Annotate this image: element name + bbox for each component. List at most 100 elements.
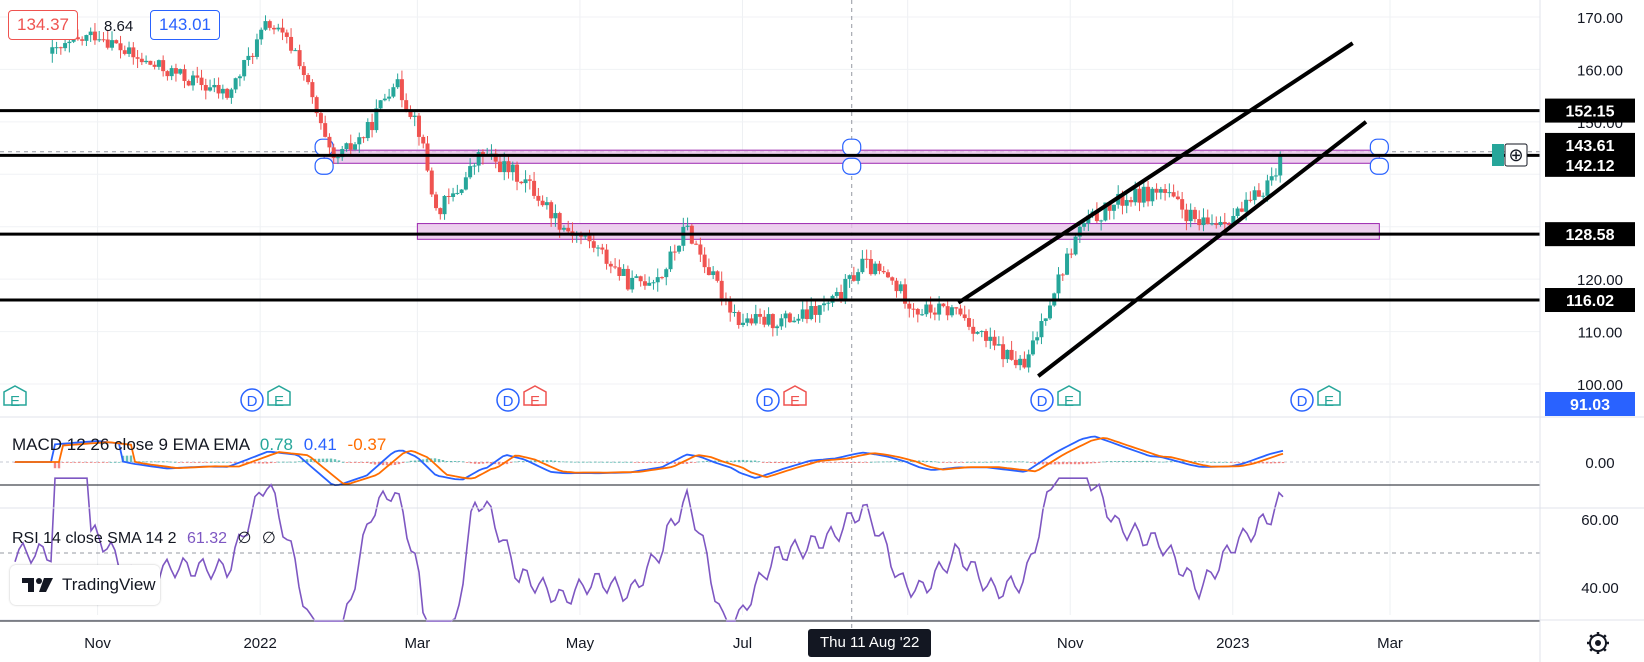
dividend-marker[interactable] xyxy=(240,388,264,412)
macd-histogram-bar xyxy=(1061,462,1065,465)
candle-up xyxy=(1273,175,1278,177)
earnings-marker[interactable] xyxy=(783,385,807,406)
macd-histogram-bar xyxy=(605,461,609,463)
candle-up xyxy=(382,98,387,101)
macd-legend[interactable]: MACD 12 26 close 9 EMA EMA 0.78 0.41 -0.… xyxy=(12,435,386,455)
macd-histogram-bar xyxy=(69,462,73,463)
candle-down xyxy=(1184,209,1189,222)
macd-histogram-bar xyxy=(1205,461,1209,463)
macd-histogram-bar xyxy=(449,461,453,462)
macd-histogram-bar xyxy=(1033,462,1037,464)
zone-handle[interactable] xyxy=(842,138,862,156)
macd-histogram-bar xyxy=(213,461,217,463)
macd-histogram-bar xyxy=(1029,462,1033,463)
macd-histogram-bar xyxy=(1157,461,1161,463)
macd-histogram-bar xyxy=(693,462,697,463)
earnings-marker[interactable] xyxy=(1057,385,1081,406)
zone-handle[interactable] xyxy=(314,157,334,175)
macd-histogram-bar xyxy=(489,462,493,464)
candle-up xyxy=(826,302,831,304)
macd-histogram-bar xyxy=(1269,462,1273,464)
macd-histogram-bar xyxy=(557,461,561,462)
tradingview-logo[interactable]: TradingView xyxy=(10,565,160,605)
macd-histogram-bar xyxy=(837,462,841,463)
zone-handle[interactable] xyxy=(1369,138,1389,156)
macd-histogram-bar xyxy=(305,459,309,462)
add-level-button[interactable] xyxy=(1504,143,1528,167)
candle-down xyxy=(429,170,434,195)
price-axis-label-box xyxy=(1545,392,1635,416)
macd-histogram-bar xyxy=(1229,462,1233,463)
earnings-marker[interactable] xyxy=(523,385,547,406)
macd-histogram-bar xyxy=(105,462,109,463)
macd-histogram-bar xyxy=(933,461,937,463)
candle-up xyxy=(1005,349,1010,360)
candle-down xyxy=(519,181,524,184)
price-axis-label: 91.03 xyxy=(1570,397,1610,414)
bid-price-box[interactable]: 134.37 xyxy=(8,10,78,40)
macd-histogram-bar xyxy=(169,461,173,463)
candle-down xyxy=(267,21,272,28)
candle-down xyxy=(131,47,136,58)
zone-handle[interactable] xyxy=(1369,157,1389,175)
dividend-marker[interactable] xyxy=(756,388,780,412)
macd-histogram-bar xyxy=(529,460,533,462)
earnings-marker-label: E xyxy=(274,393,284,410)
candle-up xyxy=(979,331,984,333)
macd-histogram-bar xyxy=(81,462,85,463)
candle-down xyxy=(698,244,703,255)
gear-icon[interactable] xyxy=(1587,632,1609,654)
candle-down xyxy=(515,164,520,182)
candle-down xyxy=(348,143,353,150)
macd-histogram-bar xyxy=(633,462,637,463)
macd-histogram-bar xyxy=(757,461,761,463)
candle-up xyxy=(796,318,801,321)
macd-histogram-bar xyxy=(293,461,297,463)
candle-up xyxy=(472,165,477,167)
ask-price-box[interactable]: 143.01 xyxy=(150,10,220,40)
dividend-marker[interactable] xyxy=(496,388,520,412)
channel-line[interactable] xyxy=(1037,120,1368,378)
macd-histogram-bar xyxy=(325,458,329,462)
candle-down xyxy=(638,276,643,282)
channel-line[interactable] xyxy=(957,41,1354,305)
candle-down xyxy=(608,263,613,267)
macd-histogram-bar xyxy=(385,462,389,466)
candle-down xyxy=(894,280,899,292)
macd-histogram-bar xyxy=(649,462,653,463)
dividend-marker[interactable] xyxy=(1290,388,1314,412)
macd-histogram-bar xyxy=(1237,462,1241,463)
zone-handle[interactable] xyxy=(842,157,862,175)
macd-signal-value: -0.37 xyxy=(347,435,387,454)
candle-up xyxy=(459,189,464,193)
candle-up xyxy=(1030,340,1035,355)
candle-down xyxy=(75,37,80,40)
macd-histogram-bar xyxy=(597,461,601,463)
macd-histogram-bar xyxy=(897,461,901,462)
earnings-marker[interactable] xyxy=(3,385,27,406)
candle-up xyxy=(664,269,669,278)
macd-histogram-bar xyxy=(373,462,377,465)
candle-up xyxy=(1141,186,1146,203)
candle-down xyxy=(587,235,592,242)
dividend-marker[interactable] xyxy=(1030,388,1054,412)
candle-up xyxy=(1056,274,1061,294)
macd-histogram-bar xyxy=(869,461,873,463)
macd-histogram-bar xyxy=(61,462,65,463)
candle-up xyxy=(745,318,750,323)
candle-down xyxy=(749,318,754,324)
candle-down xyxy=(173,68,178,74)
candle-down xyxy=(314,97,319,114)
rsi-legend[interactable]: RSI 14 close SMA 14 2 61.32 ∅ ∅ xyxy=(12,528,276,548)
earnings-marker[interactable] xyxy=(1317,385,1341,406)
candle-up xyxy=(156,60,161,67)
earnings-marker[interactable] xyxy=(267,385,291,406)
macd-histogram-bar xyxy=(53,462,57,469)
candle-up xyxy=(212,84,217,88)
macd-histogram-bar xyxy=(569,461,573,463)
candle-down xyxy=(911,308,916,310)
candle-down xyxy=(446,195,451,197)
candle-up xyxy=(293,50,298,52)
candle-down xyxy=(361,137,366,139)
